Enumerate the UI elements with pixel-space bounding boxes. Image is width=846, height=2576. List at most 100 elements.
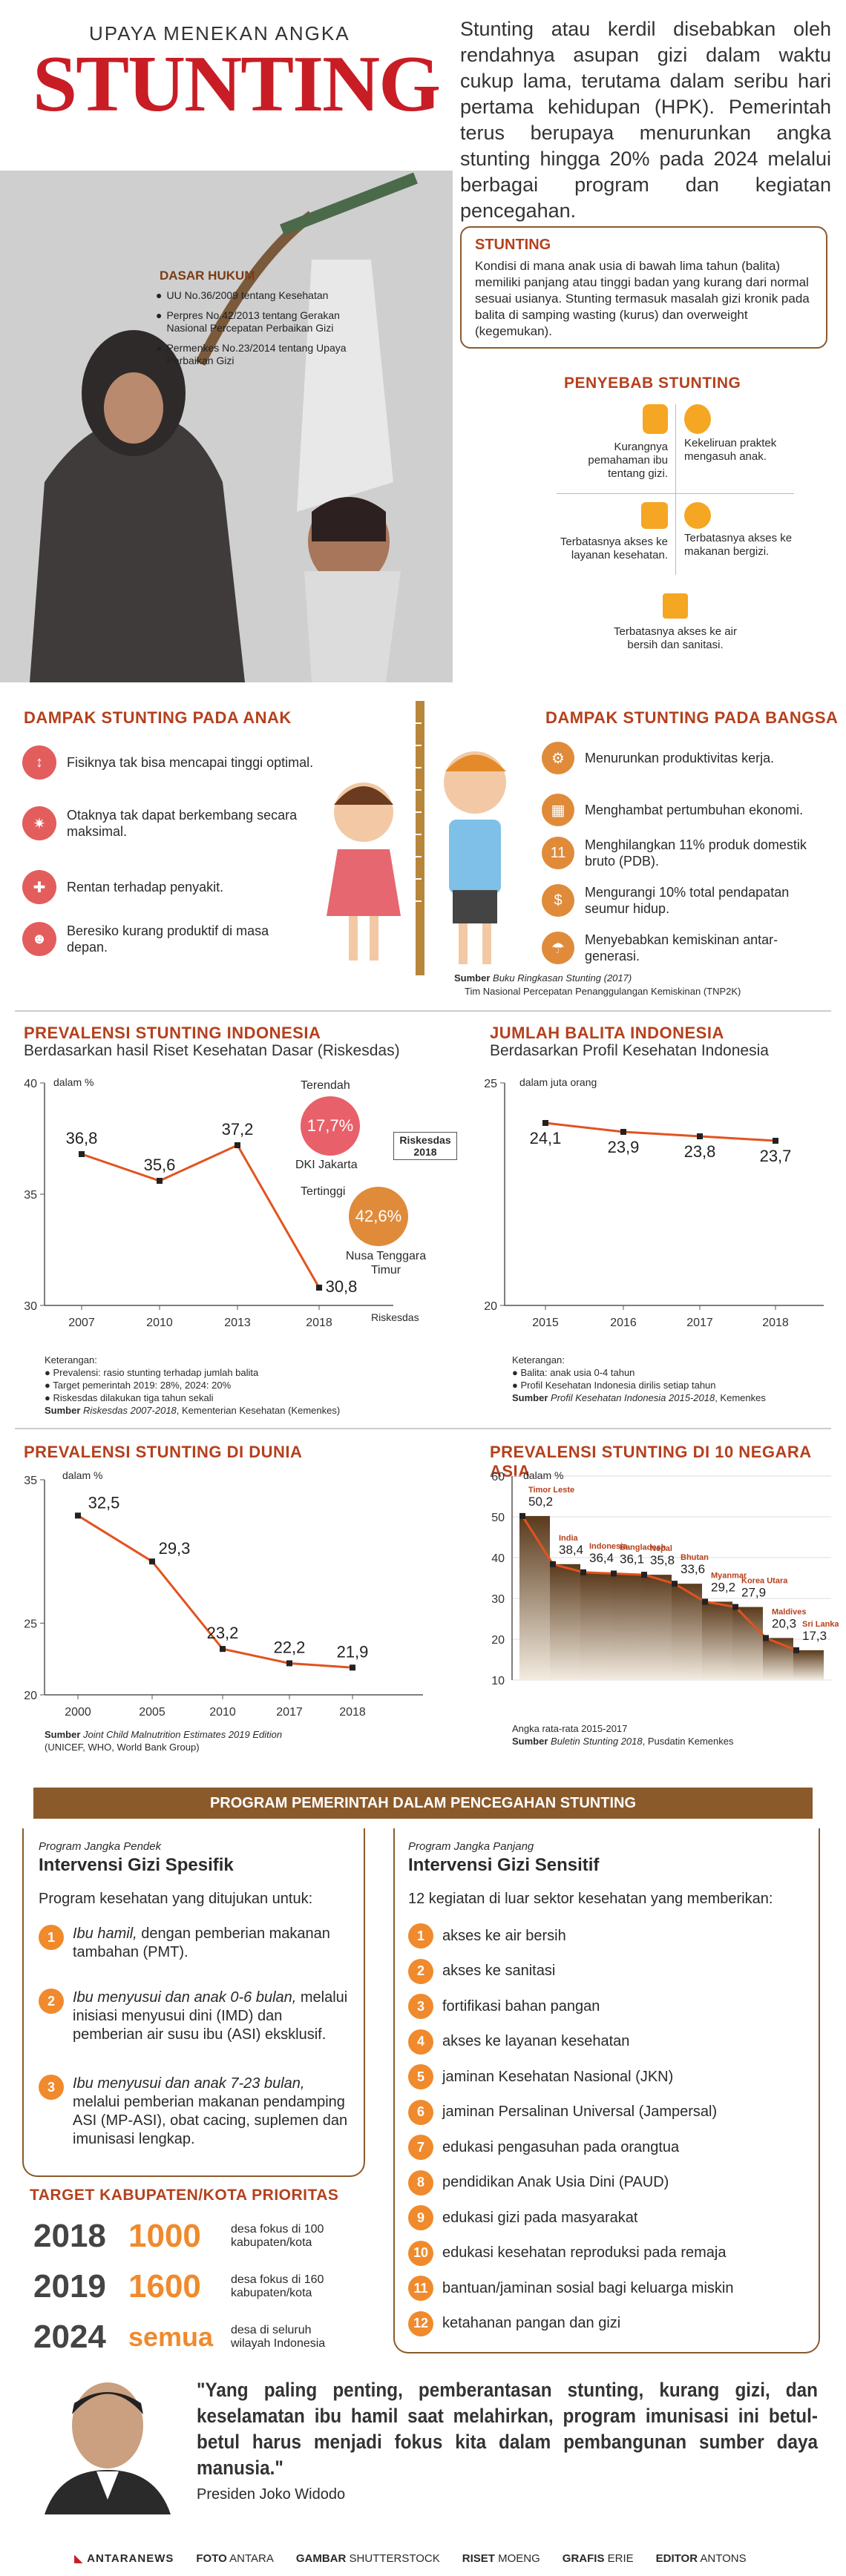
sumber-text: Buku Ringkasan Stunting (2017) [493,972,632,984]
sumber-label: Sumber [512,1736,548,1747]
sensitif-item: 7 edukasi pengasuhan pada orangtua [408,2135,679,2160]
keterangan-title: Keterangan: [512,1354,565,1366]
data-label: 38,4 [559,1543,583,1557]
data-point [519,1512,525,1519]
spesifik-item-em: Ibu menyusui dan anak 7-23 bulan, [73,2075,305,2092]
sensitif-item: 6 jaminan Persalinan Universal (Jampersal… [408,2099,717,2125]
dampak-bangsa-text: Menghilangkan 11% produk domestik bruto … [585,837,807,869]
data-point [235,1142,240,1148]
number-badge: 6 [408,2099,433,2125]
income-icon: $ [542,884,574,917]
data-label: 23,7 [760,1147,792,1165]
brand-text: ANTARANEWS [87,2552,174,2565]
data-label: 50,2 [528,1495,553,1509]
penyebab-item: Kurangnya pemahaman ibu tentang gizi. [549,404,668,481]
tertinggi-label: Tertinggi [301,1185,346,1198]
definition-text: Kondisi di mana anak usia di bawah lima … [475,259,810,338]
series-line [77,1515,353,1669]
spesifik-box: Program Jangka Pendek Intervensi Gizi Sp… [22,1828,365,2177]
target-desc: desa di seluruh wilayah Indonesia [231,2324,326,2350]
sensitif-box: Program Jangka Panjang Intervensi Gizi S… [393,1828,820,2353]
y-tick-label: 20 [491,1634,505,1647]
target-row: 2018 1000 desa fokus di 100 kabupaten/ko… [33,2218,335,2255]
data-label: 27,9 [741,1586,766,1600]
x-tick-label: 2000 [65,1706,91,1719]
data-label: 37,2 [222,1120,254,1139]
credit-value: ERIE [607,2552,634,2565]
dasar-hukum-item-text: Perpres No.42/2013 tentang Gerakan Nasio… [166,309,340,334]
target-value: 1600 [128,2268,201,2305]
dasar-hukum-item-text: Permenkes No.23/2014 tentang Upaya Perba… [166,342,347,366]
area-bar [763,1638,793,1680]
area-bar [702,1601,732,1680]
data-point [732,1604,738,1610]
spesifik-item-text: melalui inisiasi menyusui dini (IMD) dan… [73,1989,348,2043]
y-tick-label: 60 [491,1471,505,1483]
dampak-anak-item: ☻ Beresiko kurang produktif di masa depa… [22,922,349,956]
number-badge: 1 [39,1925,64,1950]
data-point [611,1570,617,1577]
target-desc: desa fokus di 160 kabupaten/kota [231,2273,324,2299]
data-label: 17,3 [802,1629,827,1643]
chart-prevalensi-dunia: 35 25 20 32,5 2000 29,3 2005 23,2 2010 22,2 2017 21… [24,1475,423,1719]
data-label: 35,6 [144,1156,176,1174]
quote-text: "Yang paling penting, pemberantasan stun… [197,2379,818,2479]
number-badge: 2 [408,1958,433,1984]
dampak-bangsa-text: Mengurangi 10% total pendapatan seumur h… [585,885,790,916]
y-tick-label: 10 [491,1675,505,1687]
dampak-bangsa-item: ⚙ Menurunkan produktivitas kerja. [542,742,774,774]
sensitif-item: 9 edukasi gizi pada masyarakat [408,2205,637,2230]
sumber-label: Sumber [512,1392,548,1403]
dasar-hukum-list: ● UU No.36/2009 tentang Kesehatan ● Perpre… [156,289,349,367]
data-label: 22,2 [274,1638,306,1656]
dasar-hukum-item: ● Permenkes No.23/2014 tentang Upaya Perb… [156,342,349,367]
target-row: 2024 semua desa di seluruh wilayah Indon… [33,2319,350,2356]
area-bar [550,1564,580,1680]
category-label: Myanmar [711,1571,747,1580]
sensitif-item-text: pendidikan Anak Usia Dini (PAUD) [442,2174,669,2190]
number-badge: 10 [408,2240,433,2266]
credit-value: SHUTTERSTOCK [349,2552,440,2565]
asia-sumber: Angka rata-rata 2015-2017 Sumber Buletin… [512,1722,734,1747]
area-bar [580,1572,611,1680]
spesifik-item-em: Ibu menyusui dan anak 0-6 bulan, [73,1989,297,2006]
sumber-text: Profil Kesehatan Indonesia 2015-2018 [551,1392,715,1403]
number-badge: 4 [408,2029,433,2055]
sumber-label: Sumber [454,972,491,984]
y-tick-label: 35 [24,1475,37,1487]
prevalensi-id-title: PREVALENSI STUNTING INDONESIA [24,1024,321,1042]
economy-chart-icon: ▦ [542,794,574,826]
sensitif-item-text: akses ke sanitasi [442,1963,556,1979]
number-badge: 2 [39,1989,64,2014]
sensitif-item: 2 akses ke sanitasi [408,1958,556,1984]
dasar-hukum: DASAR HUKUM ● UU No.36/2009 tentang Keseh… [156,269,349,367]
x-tick-label: 2017 [686,1317,713,1329]
credit-label: GRAFIS [562,2552,605,2565]
penyebab-item: Terbatasnya akses ke layanan kesehatan. [549,502,668,562]
poverty-icon: ☂ [542,932,574,964]
sensitif-kicker: Program Jangka Panjang [408,1840,534,1853]
sensitif-item-text: fortifikasi bahan pangan [442,1997,600,2015]
sensitif-item-text: ketahanan pangan dan gizi [442,2315,621,2331]
sensitif-item-text: edukasi pengasuhan pada orangtua [442,2138,680,2155]
category-label: Korea Utara [741,1577,788,1586]
sumber-text: Riskesdas 2007-2018 [83,1405,177,1416]
number-badge: 7 [408,2135,433,2160]
spesifik-kicker: Program Jangka Pendek [39,1840,162,1853]
sensitif-item: 8 pendidikan Anak Usia Dini (PAUD) [408,2170,669,2195]
prevalensi-id-subtitle: Berdasarkan hasil Riset Kesehatan Dasar … [24,1042,400,1059]
penyebab-item-text: Terbatasnya akses ke layanan kesehatan. [560,536,668,561]
dasar-hukum-item-text: UU No.36/2009 tentang Kesehatan [166,289,329,301]
chart-prevalensi-indonesia: 40 35 30 36,8 2007 35,6 2010 37,2 2013 30,8 2018 [24,1078,393,1329]
mother-icon [643,404,668,434]
penyebab-grid: Kurangnya pemahaman ibu tentang gizi. Ke… [549,404,801,671]
number-badge: 3 [39,2075,64,2100]
dampak-anak-text: Otaknya tak dapat berkembang secara maks… [67,808,298,839]
number-badge: 1 [408,1923,433,1949]
category-label: Bhutan [681,1553,709,1562]
footer: ◣ ANTARANEWS FOTO ANTARA GAMBAR SHUTTERS… [0,2540,846,2576]
data-point [220,1646,226,1653]
area-bar [611,1573,641,1680]
sensitif-item-text: edukasi gizi pada masyarakat [442,2209,638,2226]
